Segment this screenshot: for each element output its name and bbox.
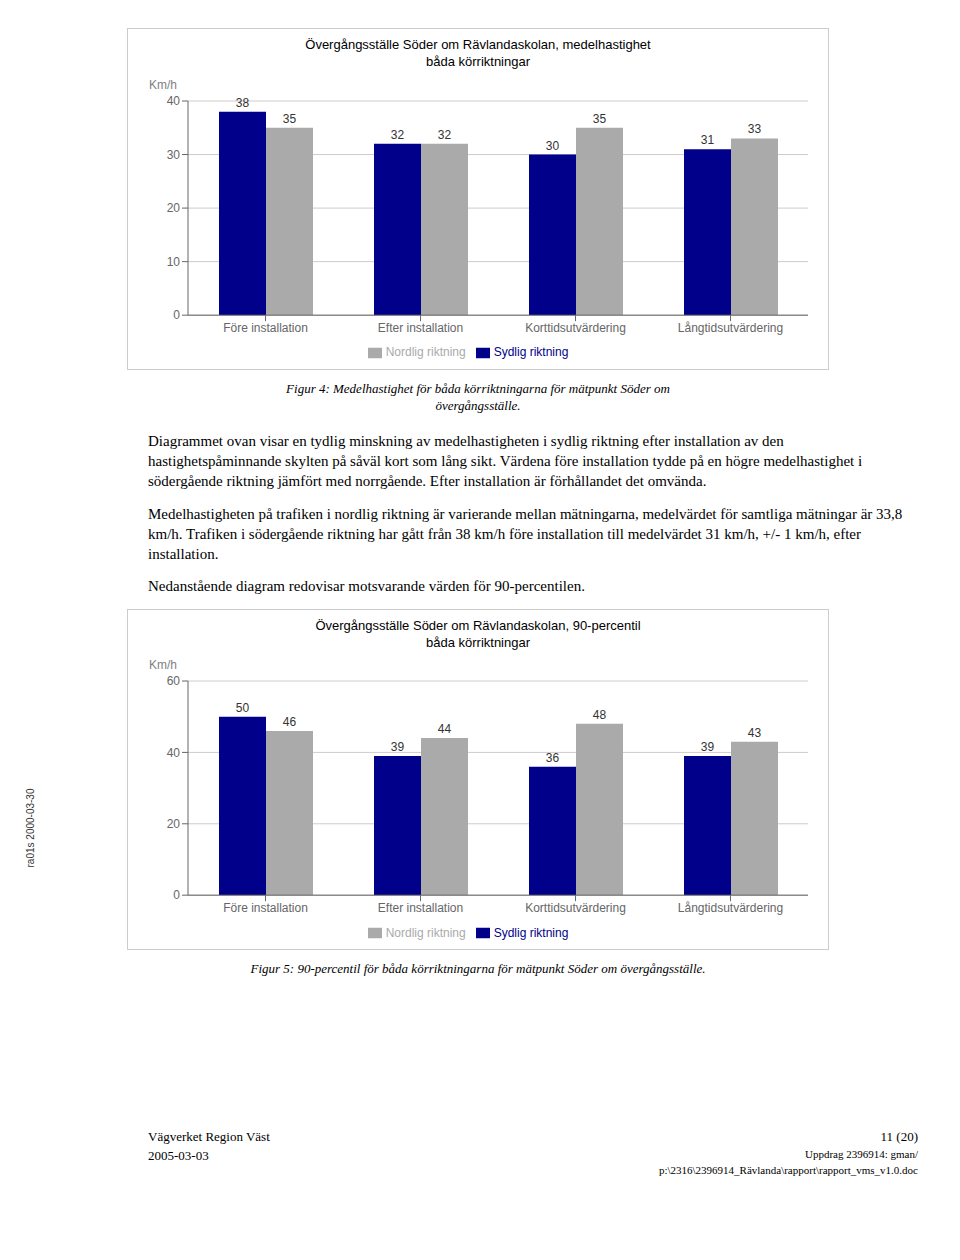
html-text:övergångsställe.: övergångsställe.	[435, 398, 521, 414]
html-text:Medelhastigheten på trafiken i: Medelhastigheten på trafiken i nordlig r…	[148, 505, 903, 563]
svg-text:Korttidsutvärdering: Korttidsutvärdering	[525, 901, 626, 915]
svg-text:40: 40	[167, 746, 181, 760]
html-text:Nedanstående diagram redovisar: Nedanstående diagram redovisar motsvaran…	[148, 578, 585, 595]
html-text:Sydlig riktning: Sydlig riktning	[493, 925, 569, 940]
svg-text:20: 20	[167, 817, 181, 831]
html-text:p:\2316\2396914_Rävlanda\rappo: p:\2316\2396914_Rävlanda\rapport\rapport…	[658, 1163, 918, 1176]
html-text:11 (20): 11 (20)	[880, 1129, 918, 1144]
svg-text:Före installation: Före installation	[223, 901, 308, 915]
html-text:Figur 5: 90-percentil för båda: Figur 5: 90-percentil för båda körriktni…	[250, 961, 706, 977]
svg-text:Efter installation: Efter installation	[378, 901, 463, 915]
svg-text:0: 0	[173, 308, 180, 322]
svg-text:20: 20	[167, 201, 181, 215]
html-text:2005-03-03: 2005-03-03	[148, 1147, 209, 1163]
svg-text:39: 39	[391, 740, 405, 754]
html-text:Sydlig riktning: Sydlig riktning	[493, 345, 569, 359]
svg-text:30: 30	[167, 148, 181, 162]
html-text:ra01s 2000-03-30: ra01s 2000-03-30	[24, 788, 36, 868]
svg-text:0: 0	[173, 889, 180, 903]
svg-text:46: 46	[283, 715, 297, 729]
svg-text:31: 31	[701, 133, 715, 147]
html-text:Vägverket Region Väst: Vägverket Region Väst	[148, 1129, 270, 1144]
svg-text:32: 32	[438, 128, 452, 142]
svg-text:43: 43	[748, 726, 762, 740]
html-text:Nordlig riktning: Nordlig riktning	[385, 345, 466, 359]
html-text:Övergångsställe Söder om Rävla: Övergångsställe Söder om Rävlandaskolan,…	[305, 37, 651, 69]
html-text:Nordlig riktning: Nordlig riktning	[385, 925, 466, 940]
svg-text:Korttidsutvärdering: Korttidsutvärdering	[525, 320, 626, 334]
svg-text:32: 32	[391, 128, 405, 142]
svg-text:36: 36	[546, 751, 560, 765]
svg-text:Före installation: Före installation	[223, 320, 308, 334]
svg-text:35: 35	[283, 112, 297, 126]
html-text:Diagrammet ovan visar en tydli: Diagrammet ovan visar en tydlig minsknin…	[148, 432, 863, 490]
svg-text:33: 33	[748, 122, 762, 136]
svg-text:50: 50	[236, 701, 250, 715]
svg-text:38: 38	[236, 95, 250, 109]
svg-text:Efter installation: Efter installation	[378, 320, 463, 334]
svg-text:60: 60	[167, 675, 181, 689]
svg-text:Långtidsutvärdering: Långtidsutvärdering	[678, 901, 783, 915]
html-text:Figur 4: Medelhastighet för bå: Figur 4: Medelhastighet för båda körrikt…	[286, 380, 670, 396]
svg-text:Långtidsutvärdering: Långtidsutvärdering	[678, 320, 783, 334]
svg-text:40: 40	[167, 94, 181, 108]
svg-text:48: 48	[593, 708, 607, 722]
svg-text:30: 30	[546, 138, 560, 152]
svg-text:10: 10	[167, 255, 181, 269]
svg-text:Km/h: Km/h	[149, 78, 177, 92]
svg-text:Km/h: Km/h	[149, 658, 177, 672]
html-text:Övergångsställe Söder om Rävla: Övergångsställe Söder om Rävlandaskolan,…	[315, 617, 641, 650]
svg-text:44: 44	[438, 723, 452, 737]
svg-text:35: 35	[593, 112, 607, 126]
svg-text:39: 39	[701, 740, 715, 754]
html-text:Uppdrag 2396914: gman/: Uppdrag 2396914: gman/	[805, 1147, 918, 1160]
